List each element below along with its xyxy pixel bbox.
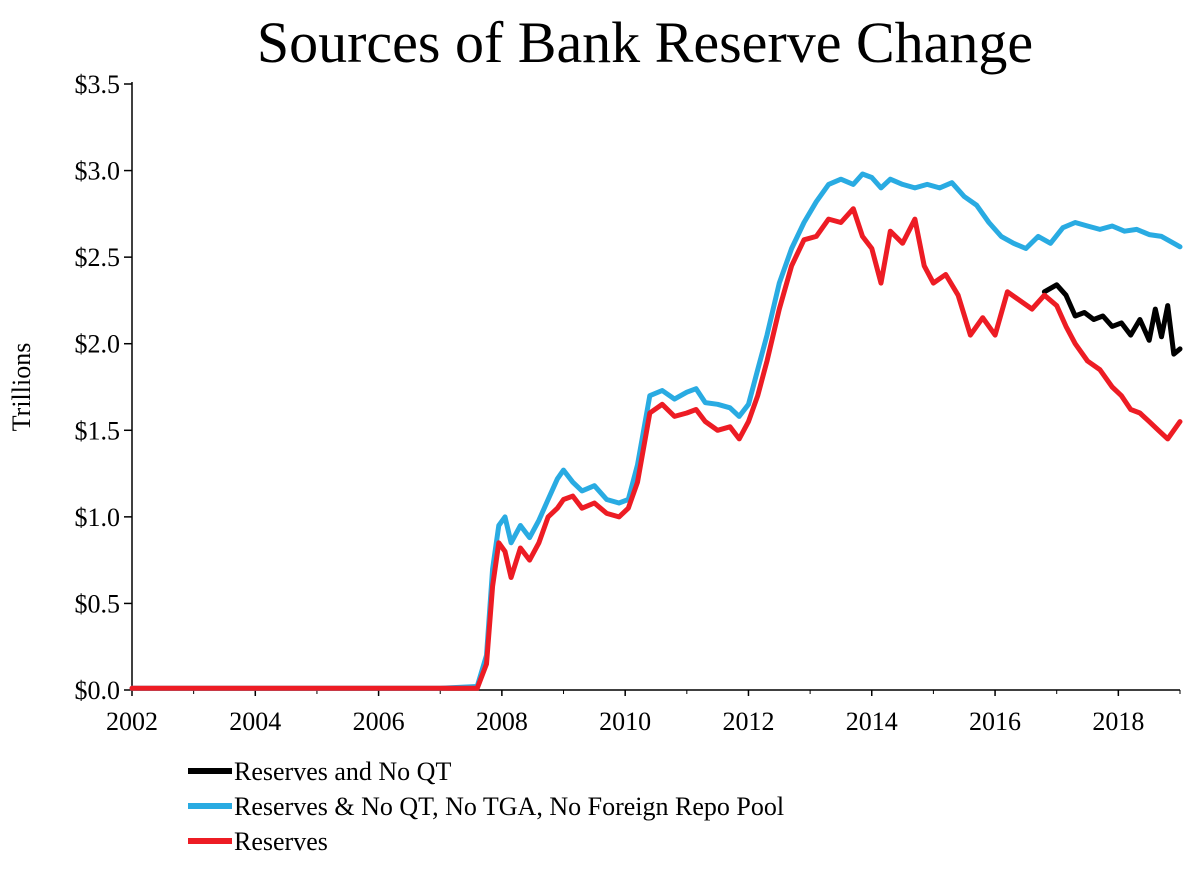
series-line-2 xyxy=(129,206,1183,691)
chart-title: Sources of Bank Reserve Change xyxy=(257,10,1033,75)
x-tick-label: 2006 xyxy=(353,707,405,736)
x-tick-label: 2018 xyxy=(1092,707,1144,736)
x-tick-label: 2008 xyxy=(476,707,528,736)
plot-area: $0.0 $0.5 $1.0 $1.5 $2.0 $2.5 $3.0 $3.5 2002 2004… xyxy=(75,70,1183,736)
y-axis-label: Trillions xyxy=(7,343,36,432)
legend: Reserves and No QT Reserves & No QT, No T… xyxy=(188,757,784,856)
series-line-0 xyxy=(1041,282,1183,357)
y-tick-label: $2.5 xyxy=(75,243,121,272)
y-tick-label: $3.5 xyxy=(75,70,121,99)
legend-label: Reserves & No QT, No TGA, No Foreign Rep… xyxy=(234,792,784,821)
x-tick-label: 2002 xyxy=(106,707,158,736)
legend-label: Reserves and No QT xyxy=(234,757,451,786)
y-tick-label: $1.5 xyxy=(75,416,121,445)
series-line-1 xyxy=(129,171,1183,691)
y-tick-label: $3.0 xyxy=(75,157,121,186)
x-tick-label: 2012 xyxy=(722,707,774,736)
y-tick-label: $2.0 xyxy=(75,330,121,359)
y-tick-label: $0.5 xyxy=(75,589,121,618)
y-tick-label: $1.0 xyxy=(75,503,121,532)
x-tick-label: 2014 xyxy=(846,707,898,736)
y-tick-label: $0.0 xyxy=(75,676,121,705)
x-tick-label: 2016 xyxy=(969,707,1021,736)
x-tick-label: 2010 xyxy=(599,707,651,736)
x-tick-label: 2004 xyxy=(229,707,281,736)
legend-label: Reserves xyxy=(234,827,328,856)
